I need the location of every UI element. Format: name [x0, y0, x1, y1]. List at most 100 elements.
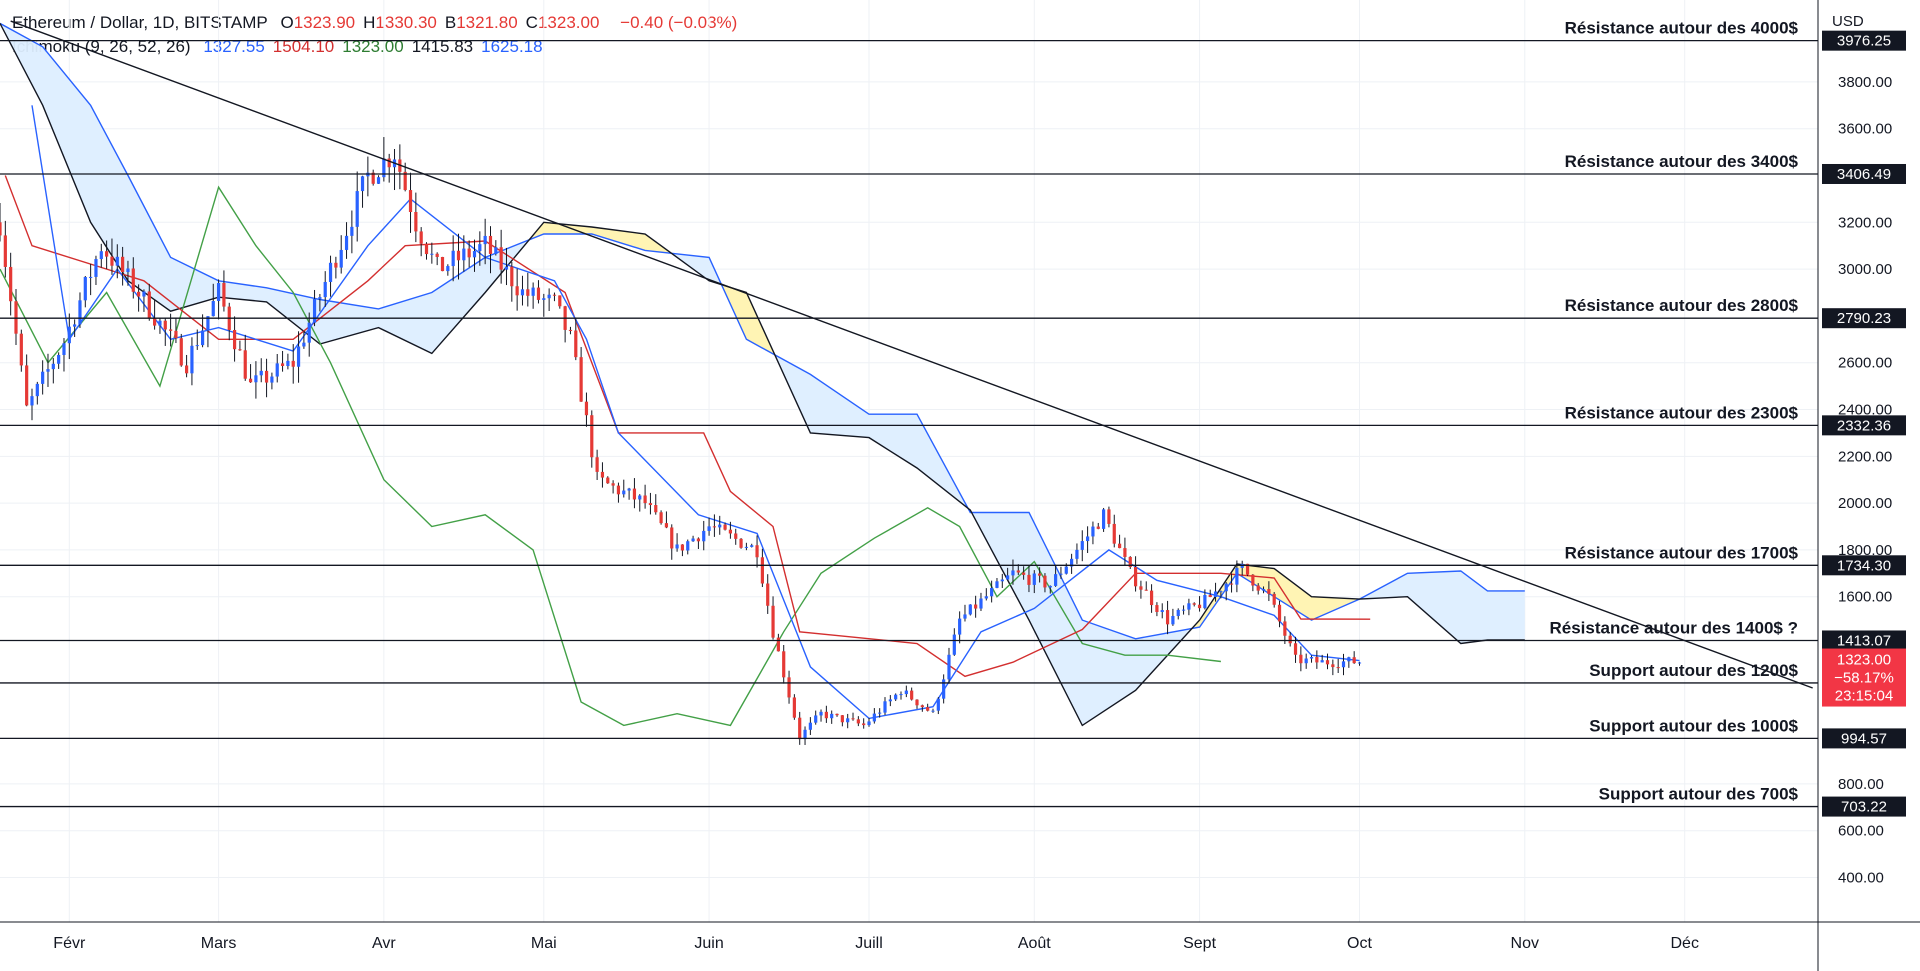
candle — [1070, 553, 1074, 574]
levels: Résistance autour des 4000$ Résistance au… — [0, 19, 1818, 808]
candle-body — [1139, 586, 1143, 590]
candle — [643, 484, 647, 509]
candle-body — [344, 235, 349, 250]
senkou-span-a-line — [0, 22, 1525, 640]
candle-body — [712, 526, 717, 528]
candle — [435, 252, 439, 266]
candle — [105, 240, 109, 269]
candle-body — [259, 370, 263, 376]
candle-body — [1261, 589, 1266, 591]
candle-body — [1123, 548, 1127, 557]
candle-body — [894, 694, 898, 700]
candle-body — [153, 317, 157, 326]
axis-unit-label: USD — [1832, 13, 1864, 30]
candle — [126, 260, 130, 286]
symbol-title[interactable]: Ethereum / Dollar, 1D, BITSTAMP — [12, 13, 268, 32]
candle — [878, 708, 882, 718]
candle — [840, 715, 844, 727]
candle-body — [275, 363, 279, 377]
candle-body — [1288, 635, 1292, 644]
candle — [499, 229, 503, 284]
candle — [744, 542, 748, 551]
candle-body — [1267, 589, 1271, 594]
candle-body — [110, 256, 114, 266]
candle — [195, 329, 199, 350]
candle — [691, 535, 695, 542]
y-tick-label: 1800.00 — [1838, 542, 1892, 559]
ohlc-value-c: 1323.00 — [537, 13, 600, 32]
candle — [782, 645, 786, 684]
candle — [611, 480, 615, 494]
candle — [1341, 653, 1346, 676]
candle-body — [584, 401, 589, 416]
candle-body — [467, 248, 471, 258]
candle — [819, 709, 823, 722]
candle-body — [1176, 609, 1180, 616]
candle — [147, 283, 151, 321]
candle-body — [568, 329, 573, 331]
candle — [339, 235, 343, 274]
candle-body — [1208, 594, 1212, 598]
candle — [760, 548, 764, 588]
candle-body — [520, 289, 525, 296]
candle-body — [1086, 536, 1090, 542]
candle — [1032, 570, 1036, 594]
candle — [1160, 603, 1164, 619]
candle-body — [478, 244, 482, 252]
candle-body — [952, 634, 956, 655]
candle — [78, 292, 82, 329]
candle — [1352, 651, 1356, 664]
indicator-name[interactable]: Ichimoku (9, 26, 52, 26) — [12, 37, 191, 56]
candle — [73, 319, 77, 337]
candle — [787, 670, 791, 704]
candle — [680, 544, 685, 557]
candle — [574, 318, 578, 361]
candle-body — [499, 247, 503, 270]
candle — [153, 299, 157, 330]
candle — [1016, 564, 1020, 575]
candle-body — [707, 526, 711, 531]
candle — [254, 361, 258, 399]
candle — [259, 358, 263, 383]
candle — [1357, 661, 1362, 666]
candle-body — [1245, 563, 1250, 575]
candle — [51, 358, 55, 384]
candle — [280, 350, 285, 372]
candle — [798, 711, 802, 745]
candle-body — [0, 222, 2, 236]
candle — [728, 521, 732, 539]
candle — [648, 492, 653, 515]
candle-body — [824, 711, 828, 719]
candle — [803, 726, 807, 745]
candle-body — [782, 651, 786, 678]
candle — [14, 289, 18, 346]
candle-body — [435, 253, 439, 257]
candle-body — [958, 618, 962, 635]
candle — [67, 313, 71, 360]
candle — [1336, 658, 1340, 674]
level-price-tag-bg — [1822, 163, 1906, 184]
candle-body — [1219, 591, 1223, 593]
candle — [30, 388, 34, 421]
candle — [446, 264, 450, 276]
cloud-bullish — [1359, 571, 1525, 644]
level-label: Support autour des 1000$ — [1589, 716, 1798, 735]
candle-body — [931, 710, 935, 712]
candle-body — [888, 699, 892, 702]
candle — [936, 697, 940, 715]
cloud-bearish — [722, 285, 776, 357]
candle — [355, 171, 359, 242]
candle — [1133, 556, 1138, 592]
candle-body — [142, 291, 146, 297]
candle — [504, 247, 509, 286]
level-price-tag-bg — [1822, 308, 1906, 329]
candle — [1309, 655, 1314, 663]
candle-body — [158, 320, 162, 326]
candle-body — [536, 287, 541, 300]
ohlc-values: O1323.90 H1330.30 B1321.80 C1323.00 — [280, 13, 607, 32]
candle — [169, 313, 173, 347]
candle-body — [1107, 509, 1111, 524]
candle — [1176, 608, 1180, 620]
candle — [536, 280, 541, 304]
